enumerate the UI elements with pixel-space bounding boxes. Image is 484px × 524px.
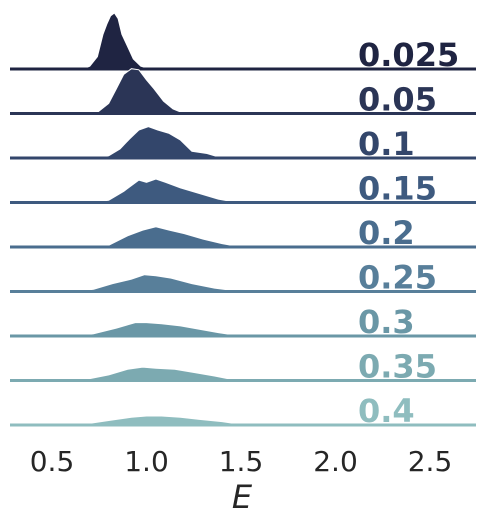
x-tick-label: 0.5 — [30, 445, 75, 478]
density-area — [93, 126, 223, 159]
x-tick-label: 1.5 — [219, 445, 264, 478]
ridge-row: 0.15 — [10, 170, 476, 208]
x-axis: 0.5 1.0 1.5 2.0 2.5 — [30, 445, 453, 478]
row-label: 0.15 — [358, 170, 437, 208]
x-axis-label: E — [232, 478, 253, 516]
density-area — [67, 366, 238, 381]
row-label: 0.2 — [358, 214, 415, 252]
density-area — [74, 274, 242, 292]
row-label: 0.05 — [358, 81, 437, 119]
ridge-row: 0.35 — [10, 348, 476, 386]
row-label: 0.025 — [358, 36, 459, 74]
ridge-row: 0.4 — [10, 392, 476, 430]
ridge-row: 0.25 — [10, 259, 476, 297]
density-area — [74, 322, 242, 337]
row-label: 0.3 — [358, 303, 415, 341]
density-area — [82, 12, 151, 70]
ridge-row: 0.05 — [10, 68, 476, 119]
x-tick-label: 1.0 — [124, 445, 169, 478]
ridge-row: 0.2 — [10, 214, 476, 252]
ridge-row: 0.3 — [10, 303, 476, 341]
ridge-row: 0.1 — [10, 125, 476, 163]
x-tick-label: 2.5 — [408, 445, 453, 478]
chart-rows: 0.025 0.05 0.1 0.15 0.2 0.25 0.3 0.35 0.4 — [10, 12, 476, 430]
density-area — [85, 68, 185, 114]
row-label: 0.25 — [358, 259, 437, 297]
density-area — [89, 226, 242, 248]
x-tick-label: 2.0 — [313, 445, 358, 478]
density-area — [67, 415, 245, 426]
row-label: 0.1 — [358, 125, 415, 163]
ridge-row: 0.025 — [10, 12, 476, 74]
row-label: 0.4 — [358, 392, 415, 430]
density-area — [89, 178, 238, 203]
row-label: 0.35 — [358, 348, 437, 386]
